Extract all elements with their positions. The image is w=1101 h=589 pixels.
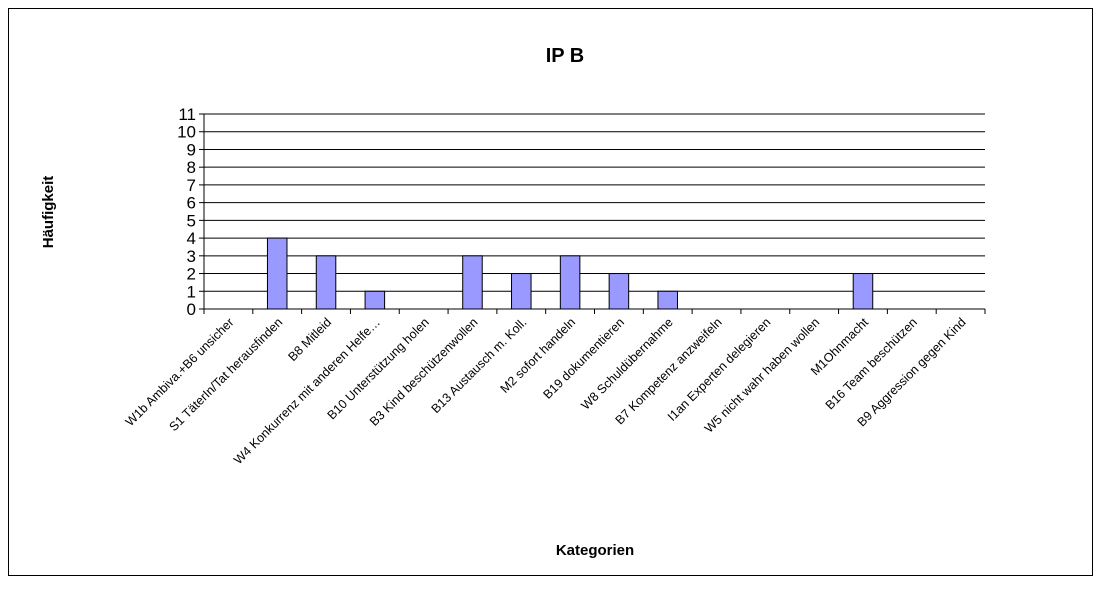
bar bbox=[657, 290, 678, 310]
x-axis-label: Kategorien bbox=[556, 542, 634, 559]
y-tick-label: 1 bbox=[187, 282, 196, 301]
y-axis-label: Häufigkeit bbox=[40, 176, 57, 249]
bar bbox=[315, 255, 337, 310]
y-tick-label: 2 bbox=[187, 265, 196, 284]
y-tick-label: 4 bbox=[187, 229, 196, 248]
bar bbox=[462, 255, 483, 310]
bar bbox=[559, 255, 581, 310]
chart-border bbox=[8, 8, 1093, 576]
bar bbox=[608, 273, 630, 310]
y-tick-label: 8 bbox=[187, 158, 196, 177]
y-tick-label: 9 bbox=[187, 140, 196, 159]
bar bbox=[364, 290, 386, 310]
y-tick-label: 7 bbox=[187, 176, 196, 195]
bar bbox=[266, 237, 288, 310]
y-tick-label: 11 bbox=[178, 105, 196, 124]
y-tick-label: 0 bbox=[187, 300, 196, 319]
y-tick-label: 3 bbox=[187, 247, 196, 266]
y-tick-label: 10 bbox=[177, 123, 196, 142]
y-tick-label: 6 bbox=[187, 194, 196, 213]
y-tick-label: 5 bbox=[187, 211, 196, 230]
chart-title: IP B bbox=[546, 45, 585, 67]
bar bbox=[511, 273, 532, 310]
bar bbox=[852, 273, 874, 310]
